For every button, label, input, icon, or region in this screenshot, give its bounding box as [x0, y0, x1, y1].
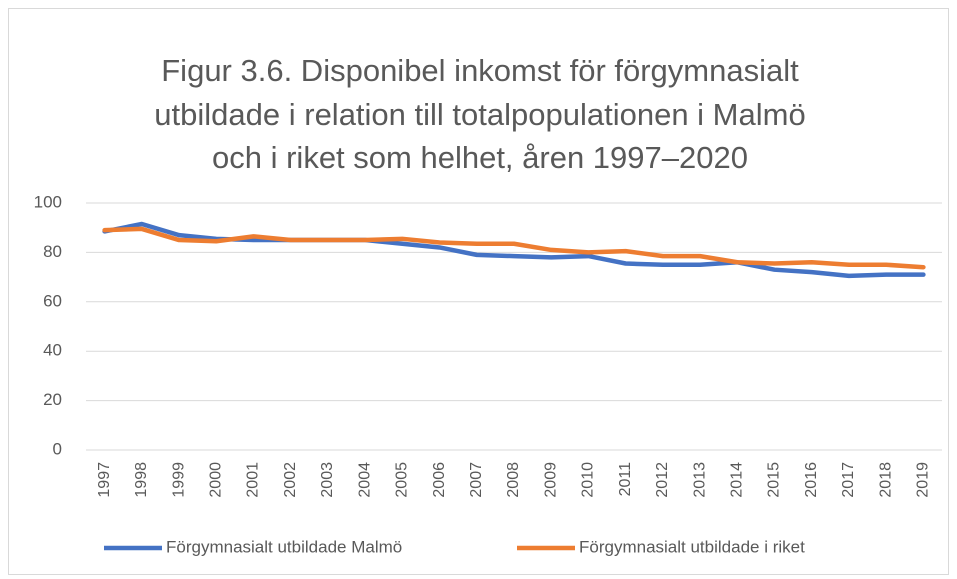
x-tick-label: 2019	[915, 462, 932, 498]
x-tick-label: 2012	[654, 462, 671, 498]
y-tick-label: 80	[43, 242, 62, 261]
x-tick-label: 2010	[580, 462, 597, 498]
x-tick-label: 2016	[803, 462, 820, 498]
x-tick-label: 2017	[840, 462, 857, 498]
x-tick-label: 2006	[431, 462, 448, 498]
x-tick-label: 2015	[766, 462, 783, 498]
x-tick-label: 2000	[207, 462, 224, 498]
series-line	[102, 226, 926, 270]
y-tick-label: 0	[53, 439, 62, 458]
x-tick-label: 1997	[96, 462, 113, 498]
y-tick-label: 40	[43, 341, 62, 360]
x-tick-label: 2009	[542, 462, 559, 498]
y-tick-label: 20	[43, 390, 62, 409]
legend-label: Förgymnasialt utbildade Malmö	[166, 537, 402, 556]
x-tick-label: 2008	[505, 462, 522, 498]
x-tick-label: 2002	[282, 462, 299, 498]
x-tick-label: 2005	[394, 462, 411, 498]
chart-border	[8, 8, 949, 575]
legend-label: Förgymnasialt utbildade i riket	[579, 537, 805, 556]
x-tick-label: 2011	[617, 462, 634, 497]
x-tick-label: 1998	[133, 462, 150, 498]
x-tick-label: 2001	[245, 462, 262, 498]
y-tick-label: 60	[43, 291, 62, 310]
chart-title: utbildade i relation till totalpopulatio…	[154, 97, 805, 132]
x-tick-label: 2007	[468, 462, 485, 498]
x-tick-label: 1999	[170, 462, 187, 498]
x-tick-label: 2018	[877, 462, 894, 498]
chart-title: och i riket som helhet, åren 1997–2020	[212, 140, 748, 175]
x-tick-label: 2013	[691, 462, 708, 498]
x-tick-label: 2004	[356, 462, 373, 498]
x-tick-label: 2003	[319, 462, 336, 498]
y-tick-label: 100	[34, 192, 62, 211]
x-tick-label: 2014	[729, 462, 746, 498]
chart-title: Figur 3.6. Disponibel inkomst för förgym…	[161, 53, 799, 88]
